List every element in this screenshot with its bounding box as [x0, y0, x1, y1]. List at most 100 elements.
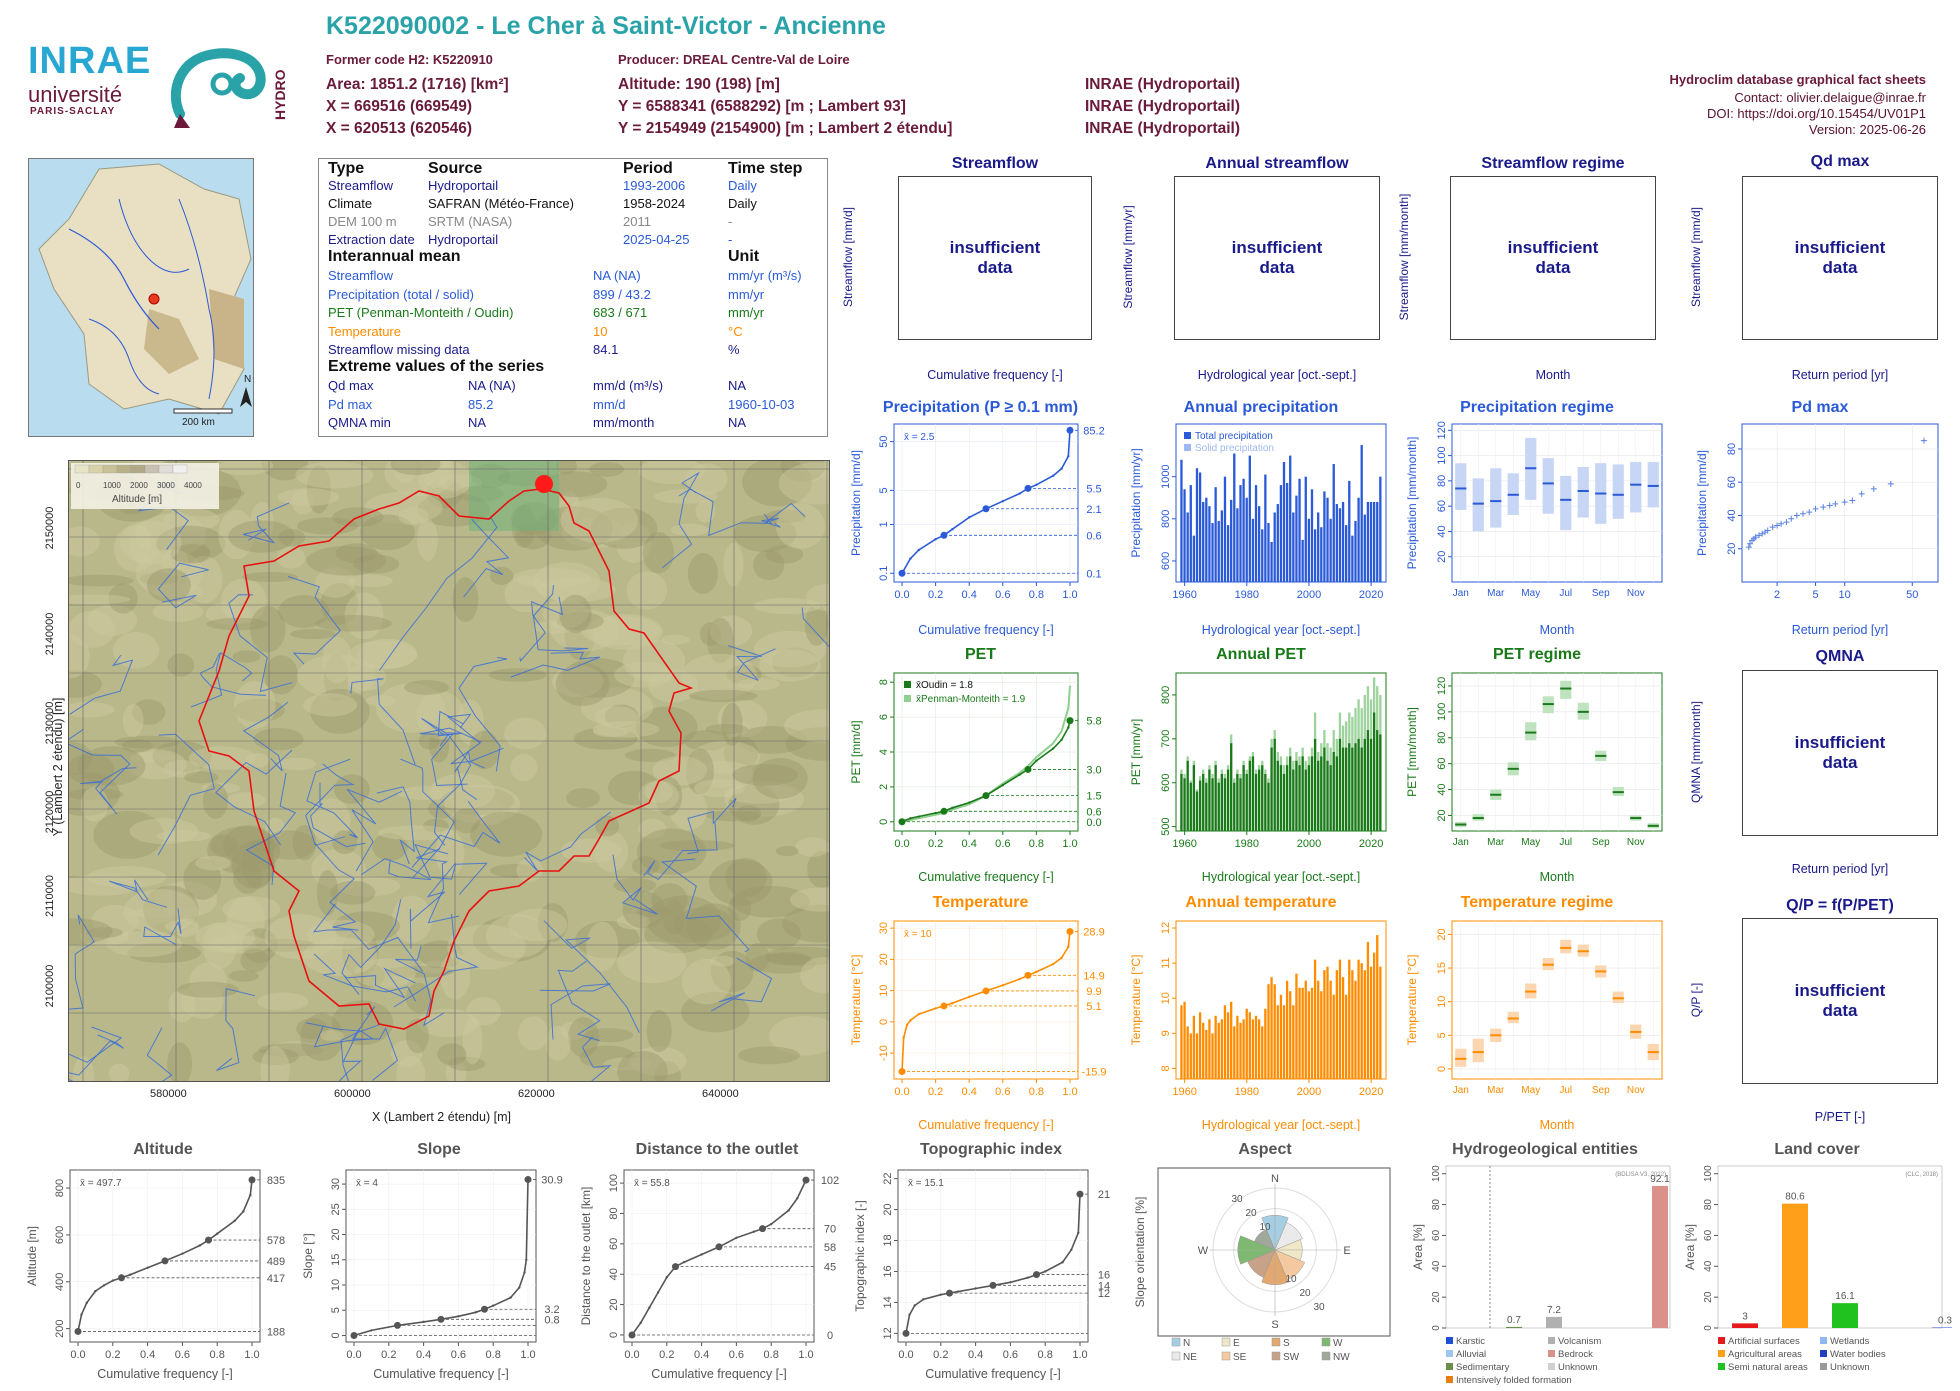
y-tick-label: 11	[1160, 957, 1172, 968]
mean-label: x̄ = 2.5	[904, 432, 935, 443]
quantile-marker	[672, 1263, 679, 1270]
bar	[1292, 512, 1294, 582]
bar	[1320, 991, 1322, 1079]
regime-box	[1543, 458, 1554, 514]
regime-box	[1508, 1012, 1519, 1023]
category-bar	[1506, 1327, 1522, 1328]
y-tick-label: 40	[1703, 1260, 1714, 1272]
regime-box	[1578, 467, 1589, 518]
x-tick-label: 0.0	[898, 1349, 913, 1361]
series-point	[1067, 455, 1069, 457]
y-tick-label: 5	[1436, 1032, 1448, 1038]
series-point	[934, 1007, 936, 1009]
legend-oudin: x̄Oudin = 1.8	[916, 680, 973, 691]
bar	[1208, 506, 1210, 582]
bar	[1236, 774, 1238, 831]
info-row-type: DEM 100 m	[328, 214, 397, 229]
y-tick-label: 100	[1431, 1165, 1442, 1182]
right-quantile-label: 835	[267, 1175, 285, 1187]
quantile-marker	[162, 1257, 169, 1264]
compass-W: W	[1198, 1245, 1209, 1257]
y-tick-label: 0	[1436, 1066, 1448, 1072]
x-tick-label: 0.0	[624, 1349, 639, 1361]
y-axis-label: Altitude [m]	[25, 1226, 39, 1286]
info-mean-value: 84.1	[593, 342, 618, 357]
y-tick-label: 80	[1726, 443, 1738, 455]
legend-penman: x̄Penman-Monteith = 1.9	[916, 694, 1026, 705]
x-tick-label: May	[1521, 588, 1540, 599]
bar	[1345, 525, 1347, 582]
map-y-tick: 2130000	[44, 695, 56, 751]
bar	[1233, 1026, 1235, 1079]
map-x-tick: 620000	[518, 1088, 555, 1100]
bar	[1367, 730, 1369, 831]
x-axis-label: Hydrological year [oct.-sept.]	[1202, 1118, 1360, 1131]
y-tick-label: 600	[1160, 774, 1172, 792]
right-quantile-label: 28.9	[1083, 927, 1104, 939]
series-point	[918, 815, 920, 817]
y-axis-label: Temperature [°C]	[1129, 955, 1143, 1046]
bar	[1190, 783, 1192, 831]
quantile-marker	[438, 1316, 445, 1323]
bar	[1196, 468, 1198, 582]
chart-title: Altitude	[133, 1141, 193, 1158]
panel-xlabel-streamflow: Cumulative frequency [-]	[875, 368, 1115, 382]
info-row-source: SRTM (NASA)	[428, 214, 512, 229]
bar	[1345, 995, 1347, 1079]
bar	[1190, 1033, 1192, 1079]
ring-label: 20	[1245, 1208, 1257, 1219]
bar-value-label: 0.3	[1938, 1316, 1952, 1327]
info-extreme-date: 1960-10-03	[728, 397, 795, 412]
y-axis-label: Slope [°]	[301, 1233, 315, 1279]
bar	[1357, 960, 1359, 1079]
y-tick-label: 20	[608, 1298, 620, 1310]
chart-title: PET regime	[1493, 646, 1581, 663]
y-tick-label: 60	[1726, 476, 1738, 488]
bar	[1354, 981, 1356, 1079]
mean-label: x̄ = 4	[356, 1178, 378, 1189]
series-point	[951, 528, 953, 530]
regime-box	[1525, 722, 1536, 740]
y-lambert2e: Y = 2154949 (2154900) [m ; Lambert 2 éte…	[618, 120, 952, 138]
y-tick-label: 20	[1436, 809, 1448, 821]
quantile-marker	[75, 1328, 82, 1335]
x-axis-label: Return period [yr]	[1792, 623, 1889, 636]
area-value: Area: 1851.2 (1716) [km²]	[326, 76, 509, 94]
series-point	[86, 1302, 88, 1304]
bar	[1314, 960, 1316, 1079]
y-tick-label: 22	[882, 1173, 894, 1185]
y-tick-label: 0	[1703, 1325, 1714, 1331]
x-tick-label: 0.8	[1038, 1349, 1053, 1361]
aspect-legend-item: N	[1183, 1338, 1190, 1349]
bar	[1196, 792, 1198, 832]
quantile-marker	[941, 808, 948, 815]
y-axis-label: Precipitation [mm/yr]	[1129, 448, 1143, 557]
series-point	[1002, 984, 1004, 986]
chart-title: Temperature regime	[1461, 894, 1614, 911]
bar	[1230, 500, 1232, 582]
bar	[1357, 739, 1359, 831]
message-line-2: data	[1743, 753, 1937, 773]
x-tick-label: 1.0	[1062, 589, 1077, 601]
bar	[1308, 991, 1310, 1079]
x-axis-label: Hydrological year [oct.-sept.]	[1202, 623, 1360, 636]
contact: Contact: olivier.delaigue@inrae.fr	[1734, 90, 1926, 105]
y-tick-label: 80	[1436, 732, 1448, 744]
legend-item: Alluvial	[1456, 1349, 1486, 1360]
bar	[1264, 475, 1266, 582]
regime-box	[1560, 940, 1571, 953]
series-point	[968, 996, 970, 998]
panel-ylabel-qmna: QMNA [mm/month]	[1689, 662, 1703, 842]
series-point	[902, 1036, 904, 1038]
bar-value-label: 16.1	[1835, 1291, 1855, 1302]
info-row-period: 2011	[623, 214, 651, 229]
x-tick-label: 0.0	[346, 1349, 361, 1361]
y-tick-label: 60	[1703, 1229, 1714, 1241]
series-point	[80, 1313, 82, 1315]
y-axis-label: Precipitation [mm/d]	[1695, 450, 1709, 556]
info-mean-value: 10	[593, 324, 607, 339]
hydro-logo: HYDRO	[160, 44, 290, 134]
map-y-tick: 2140000	[44, 606, 56, 662]
